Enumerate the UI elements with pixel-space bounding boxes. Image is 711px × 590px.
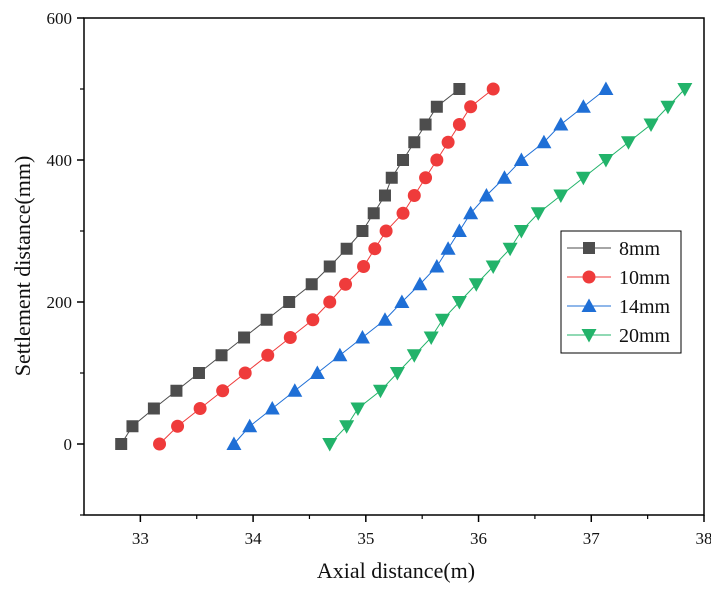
x-tick-label: 35 [357,529,374,548]
data-point [261,349,274,362]
data-point [553,117,568,131]
data-point [430,154,443,167]
data-point [441,241,456,255]
y-tick-label: 200 [47,293,73,312]
data-point [339,278,352,291]
x-tick-label: 38 [696,529,711,548]
data-point [598,154,613,168]
data-point [306,313,319,326]
data-point [284,331,297,344]
data-point [357,260,370,273]
data-point [514,225,529,239]
data-point [576,172,591,186]
data-point [341,243,353,255]
data-point [397,207,410,220]
data-point [373,385,388,399]
data-point [283,296,295,308]
data-point [408,136,420,148]
data-point [420,119,432,131]
data-point [514,153,529,167]
data-point [153,438,166,451]
data-point [598,82,613,96]
data-point [419,171,432,184]
data-point [408,189,421,202]
data-point [216,349,228,361]
y-tick-label: 600 [47,9,73,28]
data-point [644,119,659,133]
x-tick-label: 34 [245,529,263,548]
data-point [239,367,252,380]
data-point [397,154,409,166]
data-point [487,83,500,96]
data-point [265,401,280,415]
data-point [368,242,381,255]
data-point [216,384,229,397]
data-point [126,420,138,432]
data-point [261,314,273,326]
data-point [379,190,391,202]
data-point [553,190,568,204]
data-point [380,225,393,238]
legend: 8mm 10mm 14mm 20mm [561,231,681,353]
legend-marker [583,271,596,284]
data-point [386,172,398,184]
x-tick-label: 37 [583,529,601,548]
legend-marker [583,242,595,254]
data-point [322,438,337,452]
data-point [323,296,336,309]
data-point [368,207,380,219]
data-point [355,330,370,344]
legend-label: 14mm [619,296,671,318]
data-point [464,100,477,113]
data-point [435,314,450,328]
data-point [453,118,466,131]
data-point [324,261,336,273]
data-point [306,278,318,290]
data-point [431,101,443,113]
y-tick-label: 0 [64,435,73,454]
data-point [170,385,182,397]
data-point [287,383,302,397]
data-point [242,419,257,433]
data-point [148,403,160,415]
data-point [115,438,127,450]
y-tick-label: 400 [47,151,73,170]
data-point [442,136,455,149]
data-point [452,224,467,238]
x-tick-label: 36 [470,529,487,548]
x-axis-label: Axial distance(m) [317,558,475,583]
data-point [193,367,205,379]
data-point [453,83,465,95]
data-point [350,403,365,417]
data-point [332,348,347,362]
x-tick-label: 33 [132,529,149,548]
data-point [621,136,636,150]
data-point [356,225,368,237]
data-point [171,420,184,433]
data-point [429,259,444,273]
legend-label: 10mm [619,267,671,289]
data-point [194,402,207,415]
legend-label: 8mm [619,238,661,260]
y-axis-label: Settlement distance(mm) [10,156,35,377]
data-point [238,332,250,344]
data-point [310,366,325,380]
data-point [576,99,591,113]
legend-label: 20mm [619,325,671,347]
